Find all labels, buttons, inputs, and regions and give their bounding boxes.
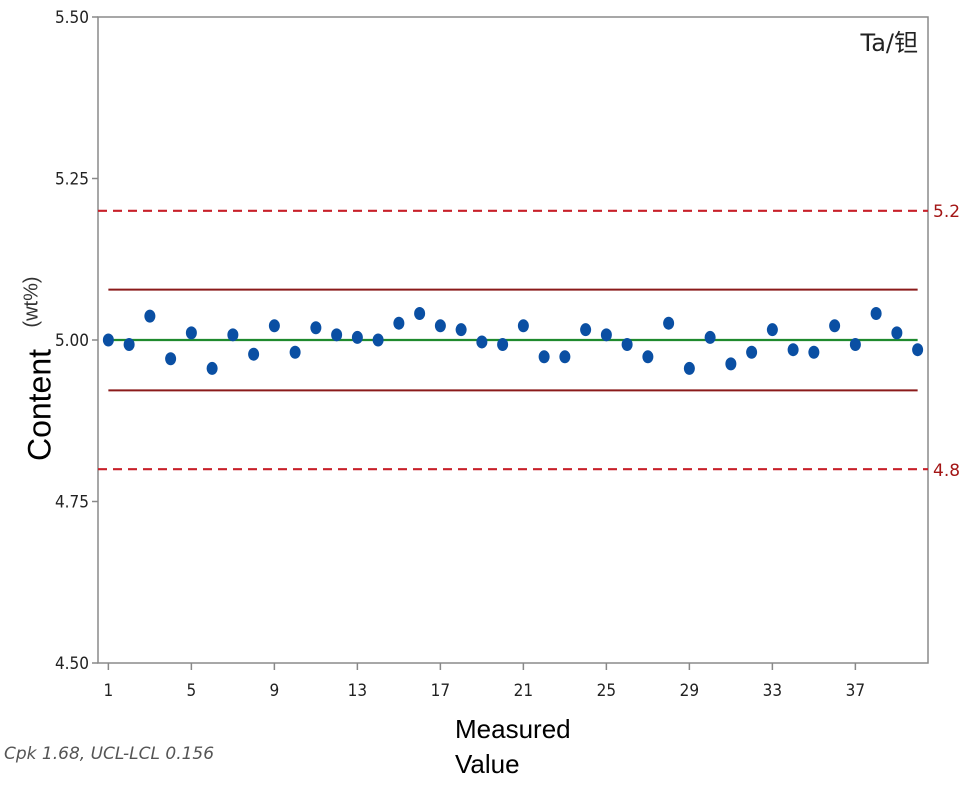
- data-point: [123, 338, 135, 352]
- x-tick-label: 9: [270, 681, 280, 701]
- data-point: [808, 345, 820, 359]
- data-point: [351, 330, 363, 344]
- data-point: [766, 323, 778, 337]
- x-tick-label: 33: [763, 681, 782, 701]
- data-point: [497, 338, 509, 352]
- y-tick-label: 4.75: [55, 493, 89, 513]
- data-point: [663, 316, 675, 330]
- data-point: [393, 316, 405, 330]
- data-point: [870, 307, 882, 321]
- data-point: [600, 328, 612, 342]
- series-label: Ta/钽: [860, 29, 918, 57]
- x-tick-label: 13: [348, 681, 367, 701]
- lsl-label: 4.8: [933, 461, 960, 481]
- data-point: [559, 350, 571, 364]
- y-tick-label: 5.00: [55, 331, 89, 351]
- x-tick-label: 5: [187, 681, 197, 701]
- x-axis-label-line2: Value: [455, 749, 520, 779]
- data-point: [829, 319, 841, 333]
- data-point: [185, 326, 197, 340]
- data-point: [455, 323, 467, 337]
- x-tick-label: 25: [597, 681, 616, 701]
- data-point: [310, 321, 322, 335]
- data-point: [787, 343, 799, 357]
- data-point: [476, 335, 488, 349]
- usl-label: 5.2: [933, 202, 960, 222]
- data-point: [912, 343, 924, 357]
- data-point: [746, 345, 758, 359]
- data-point: [683, 361, 695, 375]
- data-point: [289, 345, 301, 359]
- y-tick-label: 5.25: [55, 170, 89, 190]
- x-tick-label: 37: [846, 681, 865, 701]
- x-axis-label: Measured Value: [455, 712, 615, 782]
- capability-footnote: Cpk 1.68, UCL-LCL 0.156: [4, 744, 215, 764]
- data-point: [434, 319, 446, 333]
- y-tick-label: 4.50: [55, 654, 89, 674]
- y-tick-label: 5.50: [55, 8, 89, 28]
- y-axis-label-main: Content: [21, 349, 57, 461]
- x-axis-ticks: 1 5 9 13 17 21 25 29 33 37: [104, 663, 865, 701]
- data-point: [268, 319, 280, 333]
- data-point: [725, 357, 737, 371]
- data-point: [414, 307, 426, 321]
- y-axis-ticks: 4.50 4.75 5.00 5.25 5.50: [55, 8, 98, 674]
- y-axis-label: Content (wt%): [20, 276, 57, 461]
- data-point: [144, 309, 156, 323]
- data-point: [331, 328, 343, 342]
- reference-lines: [98, 209, 928, 471]
- data-point: [580, 323, 592, 337]
- data-point: [206, 361, 218, 375]
- x-tick-label: 21: [514, 681, 533, 701]
- data-point: [165, 352, 177, 366]
- data-point: [891, 326, 903, 340]
- data-point: [248, 347, 260, 361]
- data-point: [849, 338, 861, 352]
- x-axis-label-line1: Measured: [455, 714, 571, 744]
- data-point: [517, 319, 529, 333]
- data-points: [102, 307, 924, 375]
- data-point: [102, 333, 114, 347]
- data-point: [538, 350, 550, 364]
- data-point: [704, 330, 716, 344]
- y-axis-label-unit: (wt%): [20, 276, 42, 327]
- data-point: [642, 350, 654, 364]
- data-point: [621, 338, 633, 352]
- x-tick-label: 17: [431, 681, 450, 701]
- data-point: [372, 333, 384, 347]
- data-point: [227, 328, 239, 342]
- x-tick-label: 29: [680, 681, 699, 701]
- x-tick-label: 1: [104, 681, 114, 701]
